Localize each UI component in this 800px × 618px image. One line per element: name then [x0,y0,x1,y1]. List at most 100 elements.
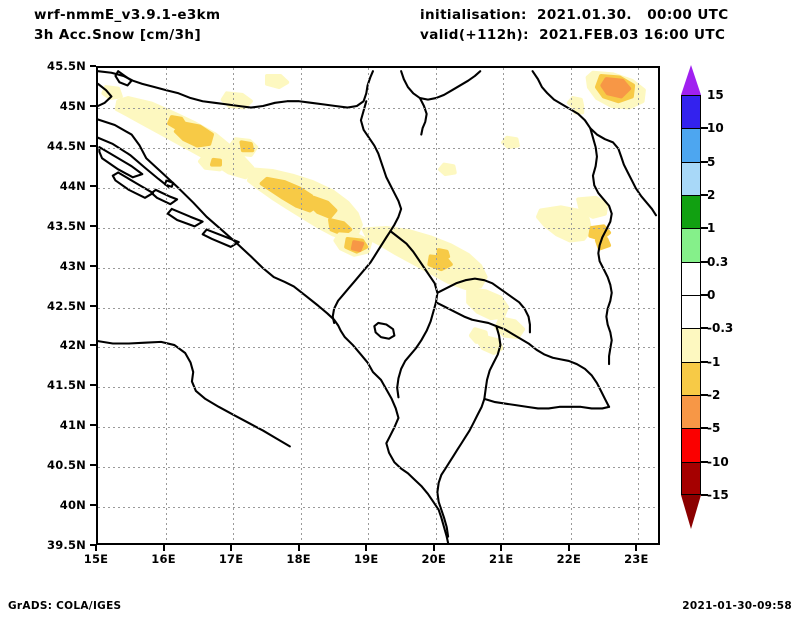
snow-contour--2 [588,224,612,241]
snow-contour--1 [361,225,488,291]
snow-contour--1 [576,195,609,219]
map-canvas [98,70,658,543]
snow-contour--1 [265,73,290,90]
y-axis-label: 41.5N [47,378,86,393]
gridline-horizontal [98,507,658,509]
colorbar-tick [701,160,708,163]
coastline-path [400,70,482,101]
colorbar-band-0 [681,261,701,295]
snow-contour--1 [466,287,510,321]
x-axis-label: 19E [353,552,379,566]
valid-time: valid(+112h): 2021.FEB.03 16:00 UTC [420,27,726,43]
colorbar-tick [701,127,708,130]
coastline-path [418,97,428,136]
colorbar-tick [701,427,708,430]
y-axis-label: 43N [59,258,86,273]
snow-contour--1 [468,327,490,344]
colorbar-tick [701,460,708,463]
y-axis-label: 45.5N [47,59,86,73]
y-axis-tick [90,104,96,107]
x-axis-tick [95,545,97,551]
y-axis-tick [90,424,96,427]
colorbar-band--10 [681,428,701,462]
y-axis-tick [90,304,96,307]
colorbar-band-0.3 [681,228,701,262]
y-axis-label: 43.5N [47,218,86,233]
model-name: wrf-nmmE_v3.9.1-e3km [34,7,221,23]
colorbar-tick [701,294,708,296]
y-axis-tick [90,544,96,546]
coastline-path [589,127,613,366]
colorbar-arrow-down-icon [681,495,701,529]
coastline-path [98,82,113,108]
snow-contour--2 [210,157,223,167]
coastline-path [111,171,155,199]
y-axis-label: 42.5N [47,298,86,313]
colorbar-band-2 [681,161,701,195]
colorbar-band-1 [681,195,701,229]
gridline-vertical [300,68,302,543]
colorbar-tick [701,260,708,263]
y-axis-tick [90,464,96,467]
colorbar-tick [701,360,708,363]
snow-contour--5 [350,240,365,253]
colorbar-band--2 [681,361,701,395]
colorbar-label-0.3: 0.3 [707,254,729,269]
gridline-horizontal [98,267,658,269]
coastline-path [436,325,502,538]
colorbar-band--1 [681,328,701,362]
gridline-horizontal [98,467,658,469]
field-name: 3h Acc.Snow [cm/3h] [34,27,202,43]
snow-contour--2 [307,195,338,219]
colorbar-label--5: -5 [707,421,721,436]
header-right-block: initialisation: 2021.01.30. 00:00 UTC va… [420,5,729,45]
coastline-path [331,100,403,324]
coastline-path [434,301,611,408]
colorbar-label--15: -15 [707,488,729,502]
gridline-horizontal [98,147,658,149]
x-axis-tick [162,545,165,551]
coastline-path [483,397,611,410]
y-axis-tick [90,224,96,227]
snow-field-layer [101,70,646,355]
x-axis-tick [500,545,503,551]
gridline-horizontal [98,107,658,109]
colorbar-label-15: 15 [707,88,724,102]
gridline-horizontal [98,227,658,229]
x-axis-label: 23E [624,552,649,566]
y-axis-label: 45N [59,98,86,113]
coastline-path [114,70,133,87]
y-axis-label: 39.5N [47,538,86,552]
x-axis-label: 16E [151,552,176,566]
colorbar-label--2: -2 [707,388,721,402]
gridline-vertical [503,68,505,543]
gridline-horizontal [98,307,658,309]
coastline-path [98,70,374,109]
colorbar-band-10 [681,95,701,129]
colorbar-label-1: 1 [707,221,716,236]
colorbar-label--1: -1 [707,354,721,369]
gridline-horizontal [98,427,658,429]
snow-contour--1 [573,103,585,115]
y-axis-label: 42N [59,338,86,353]
x-axis-tick [230,545,233,551]
gridline-vertical [233,68,235,543]
colorbar-label-5: 5 [707,154,716,169]
coastline-path [201,228,240,248]
y-axis-tick [90,504,96,507]
coastline-path [163,179,175,188]
initialisation-time: initialisation: 2021.01.30. 00:00 UTC [420,7,729,23]
coastline-path [531,70,658,217]
y-axis-tick [90,264,96,267]
colorbar-label--10: -10 [707,454,729,469]
colorbar-label-0: 0 [707,288,716,302]
colorbar-label-2: 2 [707,188,716,202]
map-plot-frame [96,66,660,545]
coastline-path [389,230,439,399]
header-left-block: wrf-nmmE_v3.9.1-e3km 3h Acc.Snow [cm/3h] [34,5,221,45]
colorbar: 15 10 5 2 1 0.3 0 -0.3 -1 -2 -5 -10 -15 [681,65,733,529]
x-axis-tick [297,545,300,551]
gridline-vertical [368,68,370,543]
colorbar-label--0.3: -0.3 [707,321,734,336]
x-axis-tick [635,545,638,551]
